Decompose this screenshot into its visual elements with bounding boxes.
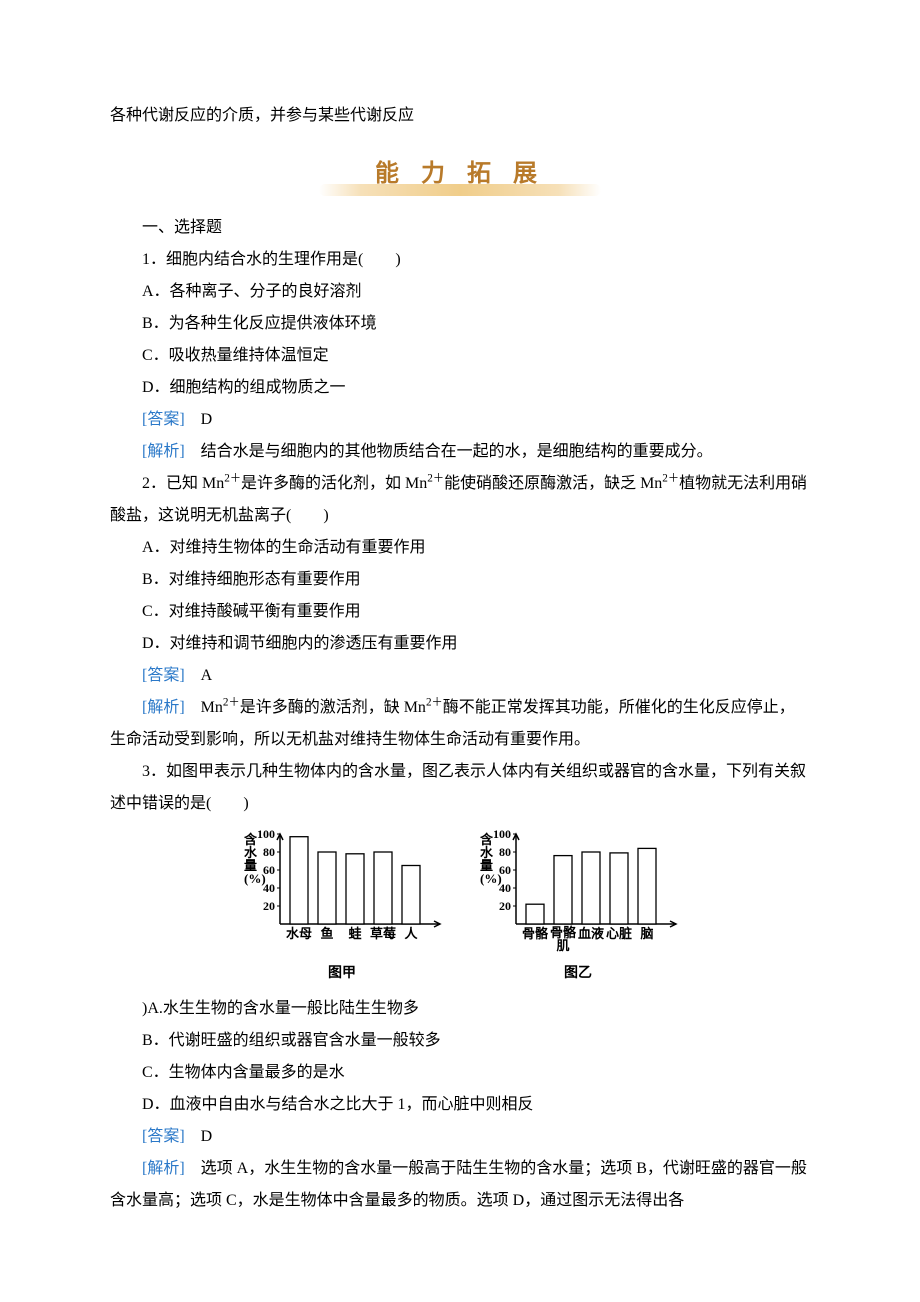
sup-2plus: 2＋ [224, 473, 241, 485]
q3-option-b: B．代谢旺盛的组织或器官含水量一般较多 [110, 1025, 810, 1057]
chart-yi-block: 含水量(%)20406080100骨骼骨骼肌血液心脏脑 图乙 [472, 828, 684, 988]
explain-label: [解析] [142, 443, 185, 460]
q2-option-b: B．对维持细胞形态有重要作用 [110, 564, 810, 596]
q2-stem-c: 能使硝酸还原酶激活，缺乏 Mn [444, 475, 662, 492]
q3-answer: D [185, 1128, 213, 1145]
answer-label: [答案] [142, 411, 185, 428]
section-banner: 能 力 拓 展 [110, 146, 810, 202]
svg-text:100: 100 [257, 828, 275, 841]
q3-explain: 选项 A，水生生物的含水量一般高于陆生生物的含水量；选项 B，代谢旺盛的器官一般… [110, 1160, 807, 1209]
q2-stem: 2．已知 Mn2＋是许多酶的活化剂，如 Mn2＋能使硝酸还原酶激活，缺乏 Mn2… [110, 468, 810, 532]
svg-text:心脏: 心脏 [606, 926, 632, 941]
q1-answer-line: [答案] D [110, 404, 810, 436]
q2-explain-a: Mn [185, 699, 223, 716]
svg-text:20: 20 [499, 899, 511, 913]
explain-label: [解析] [142, 1160, 185, 1177]
section-1-title: 一、选择题 [110, 212, 810, 244]
q1-option-a: A．各种离子、分子的良好溶剂 [110, 276, 810, 308]
svg-text:血液: 血液 [578, 926, 604, 941]
svg-text:100: 100 [493, 828, 511, 841]
chart-yi-title: 图乙 [472, 960, 684, 988]
chart-yi: 含水量(%)20406080100骨骼骨骼肌血液心脏脑 [472, 828, 684, 958]
q1-option-c: C．吸收热量维持体温恒定 [110, 340, 810, 372]
svg-text:60: 60 [499, 863, 511, 877]
q3-option-d: D．血液中自由水与结合水之比大于 1，而心脏中则相反 [110, 1089, 810, 1121]
svg-text:20: 20 [263, 899, 275, 913]
q2-stem-a: 2．已知 Mn [142, 475, 224, 492]
svg-text:80: 80 [263, 845, 275, 859]
q2-explain-line: [解析] Mn2＋是许多酶的激活剂，缺 Mn2＋酶不能正常发挥其功能，所催化的生… [110, 692, 810, 756]
chart-jia-block: 含水量(%)20406080100水母鱼蛙草莓人 图甲 [236, 828, 448, 988]
q3-stem: 3．如图甲表示几种生物体内的含水量，图乙表示人体内有关组织或器官的含水量，下列有… [110, 756, 810, 820]
q3-explain-line: [解析] 选项 A，水生生物的含水量一般高于陆生生物的含水量；选项 B，代谢旺盛… [110, 1153, 810, 1217]
svg-text:水母: 水母 [286, 926, 312, 941]
sup-2plus: 2＋ [426, 697, 443, 709]
q2-answer-line: [答案] A [110, 660, 810, 692]
banner-text: 能 力 拓 展 [375, 161, 545, 187]
q2-option-d: D．对维持和调节细胞内的渗透压有重要作用 [110, 628, 810, 660]
page-root: 各种代谢反应的介质，并参与某些代谢反应 能 力 拓 展 一、选择题 1．细胞内结… [0, 0, 920, 1277]
q1-option-b: B．为各种生化反应提供液体环境 [110, 308, 810, 340]
q3-option-c: C．生物体内含量最多的是水 [110, 1057, 810, 1089]
explain-label: [解析] [142, 699, 185, 716]
q3-charts: 含水量(%)20406080100水母鱼蛙草莓人 图甲 含水量(%)204060… [110, 828, 810, 989]
q1-stem: 1．细胞内结合水的生理作用是( ) [110, 244, 810, 276]
q1-answer: D [185, 411, 213, 428]
svg-text:40: 40 [263, 881, 275, 895]
svg-text:肌: 肌 [556, 938, 569, 953]
q2-option-a: A．对维持生物体的生命活动有重要作用 [110, 532, 810, 564]
banner-box: 能 力 拓 展 [349, 146, 571, 202]
q3-answer-line: [答案] D [110, 1121, 810, 1153]
svg-text:80: 80 [499, 845, 511, 859]
q2-stem-b: 是许多酶的活化剂，如 Mn [241, 475, 427, 492]
q1-explain: 结合水是与细胞内的其他物质结合在一起的水，是细胞结构的重要成分。 [185, 443, 713, 460]
svg-text:人: 人 [404, 926, 418, 941]
q1-explain-line: [解析] 结合水是与细胞内的其他物质结合在一起的水，是细胞结构的重要成分。 [110, 436, 810, 468]
q2-answer: A [185, 667, 213, 684]
q2-option-c: C．对维持酸碱平衡有重要作用 [110, 596, 810, 628]
svg-text:40: 40 [499, 881, 511, 895]
sup-2plus: 2＋ [427, 473, 444, 485]
svg-text:鱼: 鱼 [320, 926, 333, 941]
answer-label: [答案] [142, 1128, 185, 1145]
q2-explain-b: 是许多酶的激活剂，缺 Mn [240, 699, 426, 716]
q1-option-d: D．细胞结构的组成物质之一 [110, 372, 810, 404]
svg-text:脑: 脑 [640, 926, 653, 941]
chart-jia: 含水量(%)20406080100水母鱼蛙草莓人 [236, 828, 448, 958]
sup-2plus: 2＋ [223, 697, 240, 709]
answer-label: [答案] [142, 667, 185, 684]
svg-text:草莓: 草莓 [370, 926, 396, 941]
svg-text:骨骼: 骨骼 [522, 926, 549, 941]
charts-inner: 含水量(%)20406080100水母鱼蛙草莓人 图甲 含水量(%)204060… [236, 828, 684, 988]
sup-2plus: 2＋ [662, 473, 679, 485]
chart-jia-title: 图甲 [236, 960, 448, 988]
intro-fragment: 各种代谢反应的介质，并参与某些代谢反应 [110, 100, 810, 132]
q3-option-a: )A.水生生物的含水量一般比陆生生物多 [110, 993, 810, 1025]
svg-text:60: 60 [263, 863, 275, 877]
svg-text:蛙: 蛙 [348, 926, 361, 941]
